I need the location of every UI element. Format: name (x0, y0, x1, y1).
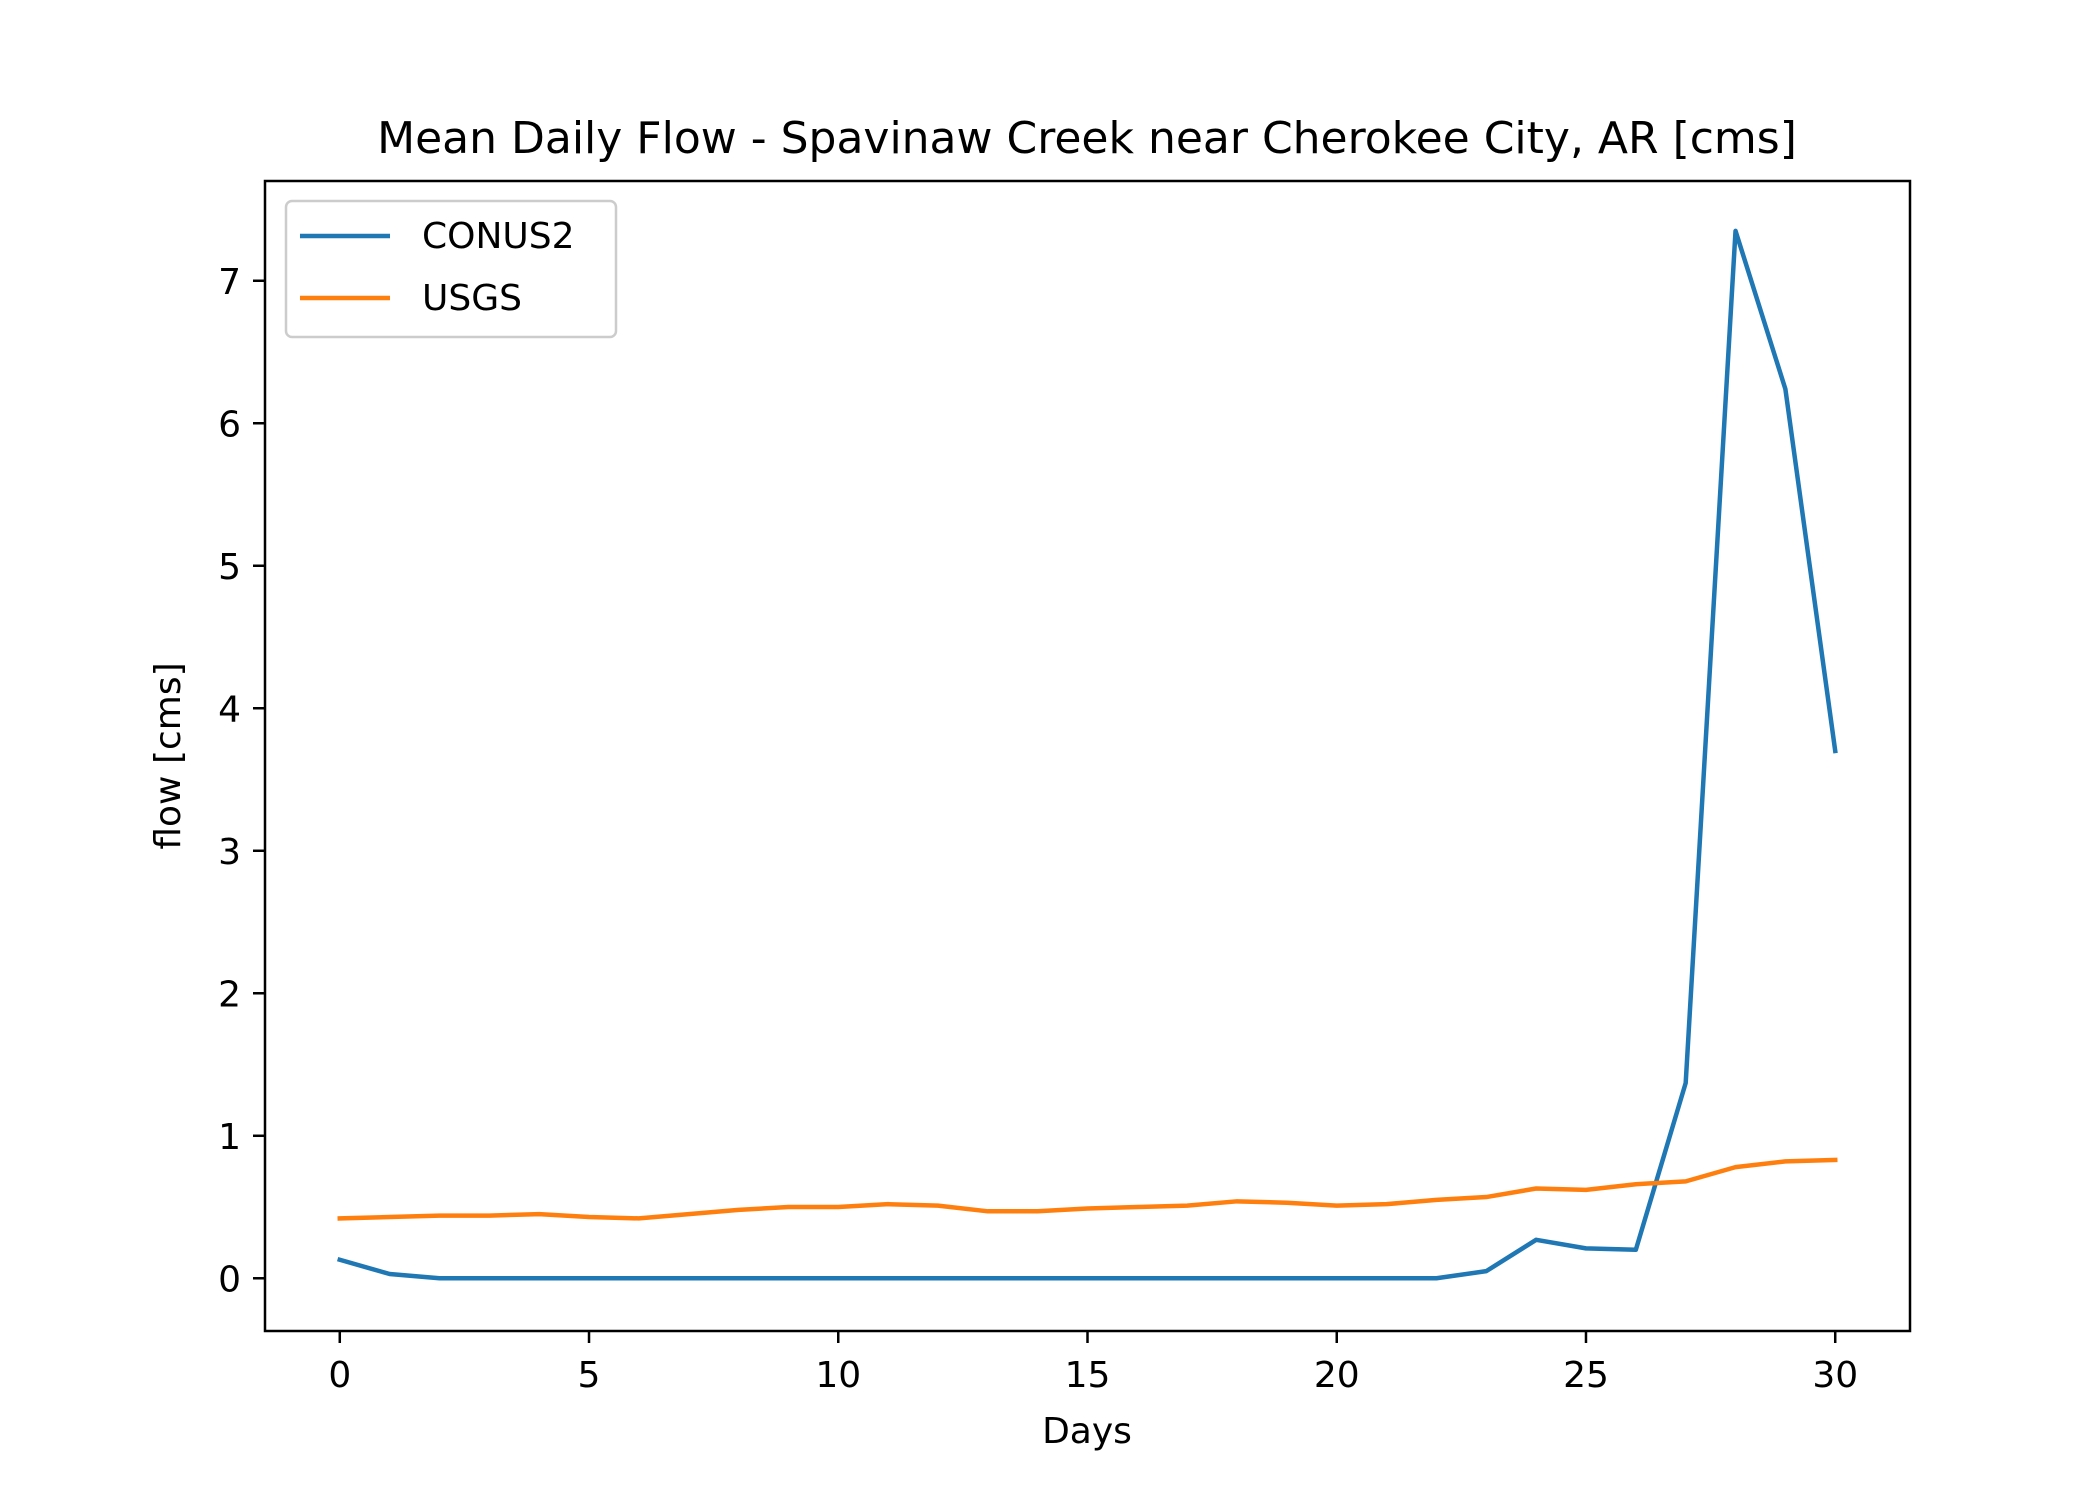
y-tick-label: 7 (218, 262, 241, 303)
x-tick-label: 10 (815, 1355, 861, 1396)
y-axis-label: flow [cms] (148, 662, 189, 849)
plot-lines (336, 228, 1838, 1281)
x-axis-label: Days (1042, 1411, 1132, 1452)
x-tick-label: 30 (1812, 1355, 1858, 1396)
y-tick-label: 2 (218, 974, 241, 1015)
y-tick-label: 5 (218, 547, 241, 588)
chart-title: Mean Daily Flow - Spavinaw Creek near Ch… (377, 113, 1797, 164)
x-tick-label: 20 (1314, 1355, 1360, 1396)
y-tick-label: 6 (218, 404, 241, 445)
y-tick-label: 1 (218, 1117, 241, 1158)
x-tick-label: 15 (1065, 1355, 1111, 1396)
x-tick-label: 5 (578, 1355, 601, 1396)
legend-label-usgs: USGS (422, 278, 522, 319)
series-line-usgs (337, 1157, 1838, 1221)
y-tick-label: 3 (218, 832, 241, 873)
legend-label-conus2: CONUS2 (422, 216, 575, 257)
y-axis-ticks: 0 1 2 3 4 5 6 7 (218, 262, 265, 1300)
legend: CONUS2 USGS (284, 199, 618, 339)
y-tick-label: 0 (218, 1259, 241, 1300)
x-tick-label: 0 (328, 1355, 351, 1396)
y-tick-label: 4 (218, 689, 241, 730)
series-line-conus2 (336, 228, 1838, 1281)
x-tick-label: 25 (1563, 1355, 1609, 1396)
x-axis-ticks: 0 5 10 15 20 25 30 (328, 1331, 1858, 1396)
